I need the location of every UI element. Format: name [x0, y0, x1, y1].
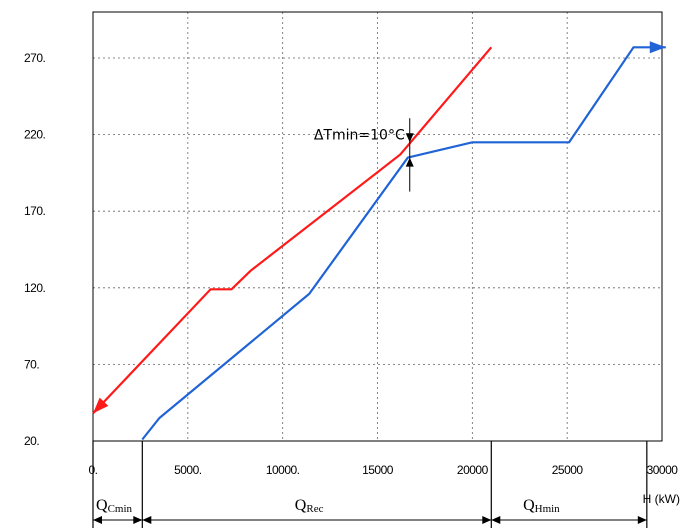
- y-tick-label: 20.: [24, 434, 39, 448]
- q-hmin-label: QHmin: [523, 497, 560, 515]
- q-cmin-bracket-arrow-right: [133, 516, 143, 524]
- delta-t-arrow-up: [405, 157, 414, 167]
- q-cmin-main: Q: [96, 497, 108, 514]
- x-axis-label: H (kW): [643, 492, 680, 506]
- q-hmin-bracket-arrow-left: [491, 516, 501, 524]
- q-hmin-main: Q: [523, 497, 535, 514]
- grid-lines: [93, 12, 662, 441]
- series-arrowhead-2: [649, 41, 666, 54]
- annotations: ΔTmin=10°C H (kW): [314, 118, 680, 506]
- delta-t-min-label: ΔTmin=10°C: [314, 127, 405, 143]
- series-lines: [92, 41, 666, 441]
- delta-t-arrow-down: [405, 133, 414, 143]
- plot-frame: [92, 11, 663, 442]
- q-rec-main: Q: [295, 497, 307, 514]
- q-rec-bracket-arrow-right: [482, 516, 492, 524]
- x-tick-label: 10000.: [266, 463, 300, 477]
- series-arrowhead-1: [93, 397, 109, 414]
- y-tick-label: 120.: [24, 281, 46, 295]
- q-cmin-bracket-arrow-left: [93, 516, 102, 524]
- q-hmin-sub: Hmin: [535, 503, 561, 515]
- q-rec-sub: Rec: [306, 503, 323, 515]
- axis-ticks: 20.70.120.170.220.270.0.5000.10000.15000…: [24, 51, 679, 477]
- y-tick-label: 220.: [24, 128, 46, 142]
- series-line-2: [141, 46, 666, 441]
- y-tick-label: 70.: [24, 357, 39, 371]
- q-cmin-label: QCmin: [96, 497, 133, 515]
- x-tick-label: 30000: [647, 463, 679, 477]
- heat-duty-brackets: QCmin QRec QHmin: [92, 441, 648, 528]
- x-tick-label: 15000: [362, 463, 394, 477]
- q-cmin-sub: Cmin: [108, 503, 133, 515]
- x-tick-label: 25000: [552, 463, 584, 477]
- q-hmin-bracket-arrow-right: [637, 516, 647, 524]
- y-tick-label: 270.: [24, 51, 46, 65]
- x-tick-label: 20000: [457, 463, 489, 477]
- x-tick-label: 5000.: [174, 463, 202, 477]
- y-tick-label: 170.: [24, 204, 46, 218]
- series-line-1: [92, 46, 493, 415]
- q-rec-label: QRec: [295, 497, 324, 515]
- q-rec-bracket-arrow-left: [142, 516, 152, 524]
